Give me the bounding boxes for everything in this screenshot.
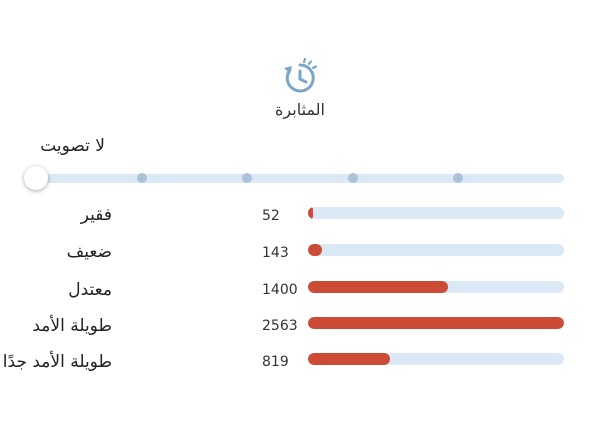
row-count-long-lasting: 2563: [262, 318, 298, 334]
row-label-very-long-lasting: طويلة الأمد جدًا: [2, 352, 112, 372]
page-title: المثابرة: [275, 100, 325, 119]
row-count-moderate: 1400: [262, 282, 298, 298]
row-label-poor: فقير: [80, 205, 112, 225]
rating-slider-track[interactable]: [36, 174, 564, 183]
row-bar-long-lasting: [308, 317, 564, 329]
row-bar-fill: [308, 244, 323, 256]
row-bar-very-long-lasting: [308, 353, 564, 365]
row-label-weak: ضعيف: [66, 242, 112, 262]
slider-tick[interactable]: [453, 173, 463, 183]
row-count-very-long-lasting: 819: [262, 354, 289, 370]
slider-tick[interactable]: [348, 173, 358, 183]
row-bar-weak: [308, 244, 564, 256]
slider-tick[interactable]: [137, 173, 147, 183]
row-bar-moderate: [308, 281, 564, 293]
row-label-long-lasting: طويلة الأمد: [32, 316, 112, 336]
row-bar-fill: [308, 353, 390, 365]
row-bar-fill: [308, 317, 564, 329]
row-label-moderate: معتدل: [68, 280, 112, 300]
vote-status-label: لا تصويت: [40, 136, 105, 156]
row-count-poor: 52: [262, 208, 280, 224]
row-count-weak: 143: [262, 245, 289, 261]
row-bar-fill: [308, 281, 448, 293]
row-bar-poor: [308, 207, 564, 219]
slider-tick[interactable]: [242, 173, 252, 183]
row-bar-fill: [308, 207, 314, 219]
rating-slider-thumb[interactable]: [24, 166, 48, 190]
history-clock-icon: [284, 58, 318, 93]
